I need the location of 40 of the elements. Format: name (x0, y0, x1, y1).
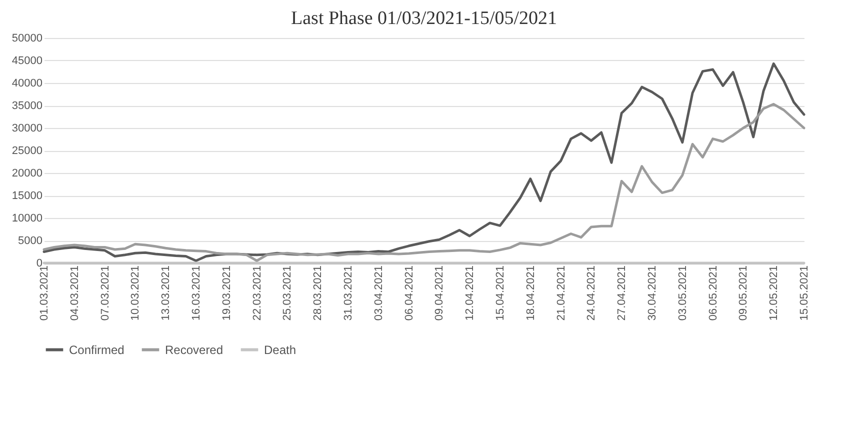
legend-label: Confirmed (69, 342, 124, 357)
x-tick-label: 24.04.2021 (586, 266, 598, 321)
chart-title: Last Phase 01/03/2021-15/05/2021 (291, 8, 557, 29)
line-series (42, 102, 806, 262)
x-tick-label: 09.04.2021 (434, 266, 446, 321)
x-tick-label: 28.03.2021 (312, 266, 324, 321)
y-tick-label: 30000 (12, 122, 42, 134)
y-tick-label: 50000 (12, 32, 42, 44)
y-tick-label: 35000 (12, 100, 42, 112)
y-tick-label: 40000 (12, 78, 42, 90)
x-tick-label: 13.03.2021 (160, 266, 172, 321)
x-tick-label: 04.03.2021 (68, 266, 81, 321)
x-tick-label: 12.04.2021 (464, 266, 476, 321)
y-tick-label: 45000 (12, 55, 42, 67)
x-tick-label: 06.04.2021 (403, 266, 416, 321)
x-tick-label: 15.05.2021 (798, 266, 810, 321)
x-tick-label: 06.05.2021 (707, 266, 720, 321)
x-tick-label: 25.03.2021 (282, 266, 294, 321)
x-tick-label: 03.05.2021 (676, 266, 689, 321)
x-tick-label: 16.03.2021 (190, 266, 202, 321)
y-tick-label: 15000 (12, 190, 42, 202)
legend-label: Recovered (165, 342, 224, 357)
y-tick-label: 5000 (18, 235, 42, 247)
x-tick-label: 09.05.2021 (738, 266, 750, 321)
y-tick-label: 10000 (12, 212, 42, 224)
x-tick-label: 27.04.2021 (616, 266, 628, 321)
y-tick-label: 20000 (12, 168, 42, 180)
x-tick-label: 07.03.2021 (99, 266, 112, 321)
x-tick-label: 22.03.2021 (251, 266, 264, 321)
x-tick-label: 15.04.2021 (494, 266, 506, 321)
x-tick-label: 21.04.2021 (555, 266, 568, 321)
x-tick-label: 30.04.2021 (646, 266, 658, 321)
x-tick-label: 31.03.2021 (342, 266, 354, 321)
x-tick-label: 19.03.2021 (220, 266, 233, 321)
x-tick-label: 12.05.2021 (768, 266, 780, 321)
x-tick-label: 18.04.2021 (524, 266, 537, 321)
legend-label: Death (264, 342, 296, 357)
x-tick-label: 10.03.2021 (130, 266, 142, 321)
y-tick-label: 25000 (12, 145, 42, 157)
x-tick-label: 03.04.2021 (372, 266, 385, 321)
